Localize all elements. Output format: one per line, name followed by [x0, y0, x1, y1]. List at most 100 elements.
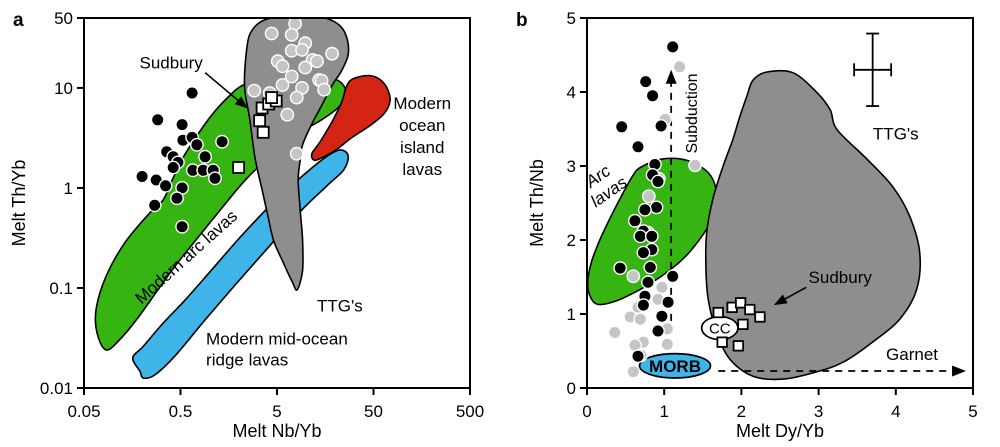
marker-gray-circles [288, 18, 302, 31]
marker-sudbury-squares [744, 303, 756, 316]
y-tick-label: 0.1 [49, 279, 73, 298]
label-modern-ocean-island-lavas-line: island [400, 138, 444, 157]
marker-sudbury-squares [253, 114, 267, 128]
marker-gray-circles [607, 325, 622, 340]
panel-a: 0.05 0.5 5 50 500 0.01 0.1 1 10 50 Melt Nb/Yb Melt … [9, 9, 484, 441]
marker-gray-circles [280, 107, 295, 122]
label-modern-mid-ocean-ridge-lavas-line: Modern mid-ocean [206, 329, 348, 348]
marker-sudbury-squares [754, 311, 766, 323]
marker-sudbury-squares [232, 161, 246, 174]
marker-black-circles [631, 349, 645, 364]
cc-ellipse-label: CC [709, 320, 731, 337]
y-tick-label: 2 [567, 231, 576, 250]
marker-gray-circles [264, 26, 279, 41]
y-tick-label: 5 [567, 9, 576, 28]
label-sudbury: Sudbury [139, 53, 203, 72]
marker-black-circles [215, 134, 230, 149]
x-tick-label: 5 [272, 402, 281, 421]
label-modern-ocean-island-lavas-line: ocean [399, 116, 445, 135]
series-black-circles [613, 40, 680, 364]
marker-gray-circles [641, 189, 656, 204]
marker-black-circles [638, 202, 652, 217]
region-ttg-field [704, 69, 921, 381]
marker-black-circles [175, 219, 190, 234]
subduction-arrow-head [665, 69, 677, 84]
label-modern-ocean-island-lavas: Modern ocean island lavas [393, 94, 451, 179]
marker-gray-circles [295, 43, 309, 57]
marker-black-circles [641, 275, 655, 290]
series-sudbury-squares [712, 297, 766, 352]
x-axis-title: Melt Nb/Yb [232, 421, 321, 441]
marker-black-circles [150, 112, 165, 127]
marker-sudbury-squares [737, 318, 749, 331]
marker-black-circles [651, 174, 665, 189]
marker-gray-circles [626, 364, 641, 379]
label-sudbury-line: Sudbury [809, 268, 873, 287]
marker-black-circles [636, 298, 651, 312]
marker-black-circles [135, 169, 150, 184]
axes: 0.05 0.5 5 50 500 0.01 0.1 1 10 50 [40, 9, 484, 421]
label-sudbury: Sudbury [809, 268, 873, 287]
y-axis-title: Melt Th/Yb [9, 160, 29, 247]
x-tick-label: 0.5 [169, 402, 193, 421]
marker-black-circles [644, 229, 659, 244]
label-modern-mid-ocean-ridge-lavas-line: ridge lavas [206, 350, 288, 369]
series-black-circles [135, 86, 230, 234]
label-modern-ocean-island-lavas-line: lavas [402, 160, 442, 179]
marker-gray-circles [660, 337, 675, 352]
x-tick-label: 4 [891, 402, 900, 421]
cc-ellipse: CC [700, 315, 739, 341]
label-ttg-line: TTG's [873, 124, 919, 143]
marker-black-circles [633, 229, 648, 244]
marker-gray-circles [289, 90, 304, 105]
x-tick-label: 1 [659, 402, 668, 421]
marker-black-circles [651, 324, 665, 338]
marker-sudbury-squares [735, 297, 747, 309]
marker-black-circles [638, 74, 653, 89]
x-tick-label: 5 [968, 402, 977, 421]
y-tick-label: 3 [567, 157, 576, 176]
sudbury-arrow [773, 286, 807, 306]
axes: 0 1 2 3 4 5 0 1 2 3 4 5 [567, 9, 978, 421]
marker-sudbury-squares [265, 91, 279, 104]
garnet-arrow [718, 365, 967, 377]
marker-black-circles [628, 213, 642, 228]
marker-black-circles [185, 86, 200, 100]
marker-gray-circles [275, 78, 290, 92]
label-subduction-line: Subduction [684, 73, 701, 153]
marker-black-circles [636, 245, 651, 260]
marker-gray-circles [633, 312, 648, 327]
marker-black-circles [158, 178, 173, 193]
y-tick-label: 1 [567, 305, 576, 324]
marker-black-circles [147, 198, 162, 213]
marker-black-circles [613, 261, 628, 275]
marker-black-circles [198, 149, 213, 164]
marker-gray-circles [284, 69, 299, 84]
y-tick-label: 1 [64, 179, 73, 198]
y-tick-label: 10 [54, 79, 73, 98]
marker-sudbury-squares [732, 340, 744, 352]
y-tick-label: 4 [567, 83, 576, 102]
error-bar [853, 32, 893, 107]
marker-black-circles [645, 88, 660, 103]
subduction-arrow [665, 69, 677, 360]
marker-black-circles [655, 309, 669, 324]
marker-gray-circles [688, 158, 702, 173]
label-modern-mid-ocean-ridge-lavas: Modern mid-ocean ridge lavas [206, 329, 348, 369]
marker-black-circles [170, 191, 184, 206]
garnet-arrow-head [952, 365, 967, 377]
marker-sudbury-squares [716, 336, 728, 348]
label-sudbury-line: Sudbury [139, 53, 203, 72]
series-sudbury-squares [232, 91, 283, 174]
marker-black-circles [189, 137, 204, 152]
marker-gray-circles [247, 83, 262, 98]
x-tick-label: 3 [814, 402, 823, 421]
marker-gray-circles [275, 59, 290, 74]
marker-gray-circles [672, 59, 687, 74]
y-tick-label: 50 [54, 9, 73, 28]
x-tick-label: 2 [737, 402, 746, 421]
y-axis-title: Melt Th/Nb [527, 159, 547, 247]
marker-gray-circles [655, 280, 669, 295]
